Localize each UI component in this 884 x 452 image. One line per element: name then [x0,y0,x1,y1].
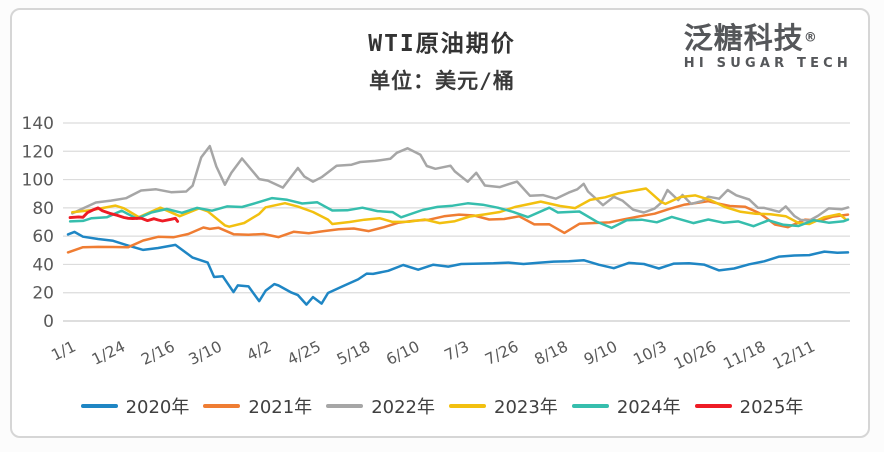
legend-label: 2024年 [616,397,681,418]
legend-swatch-icon [326,404,364,408]
x-tick-label: 1/1 [48,337,78,364]
x-tick-label: 6/10 [383,337,422,368]
legend-item-2025年: 2025年 [694,393,804,419]
series-line-2023年 [71,187,848,228]
registered-trademark-icon: ® [803,30,817,46]
x-tick-label: 1/24 [89,337,128,368]
x-tick-label: 3/10 [186,337,225,368]
y-tick-label: 60 [32,227,54,247]
x-tick-label: 7/26 [482,337,521,368]
brand-logo-subtitle: HI SUGAR TECH [683,56,852,71]
legend-swatch-icon [449,404,486,408]
series-line-2025年 [68,206,180,223]
brand-logo-name: 泛糖科技 [683,21,804,55]
x-tick-label: 8/18 [532,337,571,368]
legend-item-2021年: 2021年 [203,393,312,419]
legend-swatch-icon [571,404,609,408]
legend-item-2020年: 2020年 [80,393,190,419]
x-tick-label: 4/25 [285,337,324,368]
x-tick-label: 10/26 [671,337,719,373]
legend-label: 2020年 [125,397,190,418]
chart-legend: 2020年 2021年 2022年 2023年 2024年 2025年 [0,393,884,419]
x-tick-label: 10/3 [630,337,669,368]
x-tick-label: 9/10 [581,337,620,368]
legend-item-2024年: 2024年 [571,393,681,419]
legend-label: 2025年 [739,397,804,418]
y-tick-label: 100 [22,171,54,191]
legend-item-2023年: 2023年 [449,393,558,419]
y-tick-label: 0 [43,312,54,332]
x-tick-label: 4/2 [244,337,274,364]
x-tick-label: 7/3 [442,337,472,364]
legend-label: 2023年 [494,397,558,418]
legend-item-2022年: 2022年 [326,393,435,419]
legend-swatch-icon [80,404,118,408]
y-tick-label: 120 [22,142,54,162]
brand-logo: 泛糖科技® HI SUGAR TECH [683,21,852,71]
x-tick-label: 2/16 [138,337,177,368]
legend-swatch-icon [203,404,241,408]
series-line-2020年 [66,230,850,306]
x-tick-label: 11/18 [720,337,768,373]
y-tick-label: 20 [32,284,54,304]
y-tick-label: 80 [32,199,54,219]
y-tick-label: 140 [22,114,54,134]
legend-swatch-icon [694,404,732,408]
x-tick-label: 12/11 [770,337,818,373]
x-tick-label: 5/18 [334,337,373,368]
legend-label: 2021年 [248,397,313,418]
y-tick-label: 40 [32,255,54,275]
legend-label: 2022年 [371,397,435,418]
series-line-2024年 [68,196,850,230]
series-line-2022年 [71,144,850,222]
